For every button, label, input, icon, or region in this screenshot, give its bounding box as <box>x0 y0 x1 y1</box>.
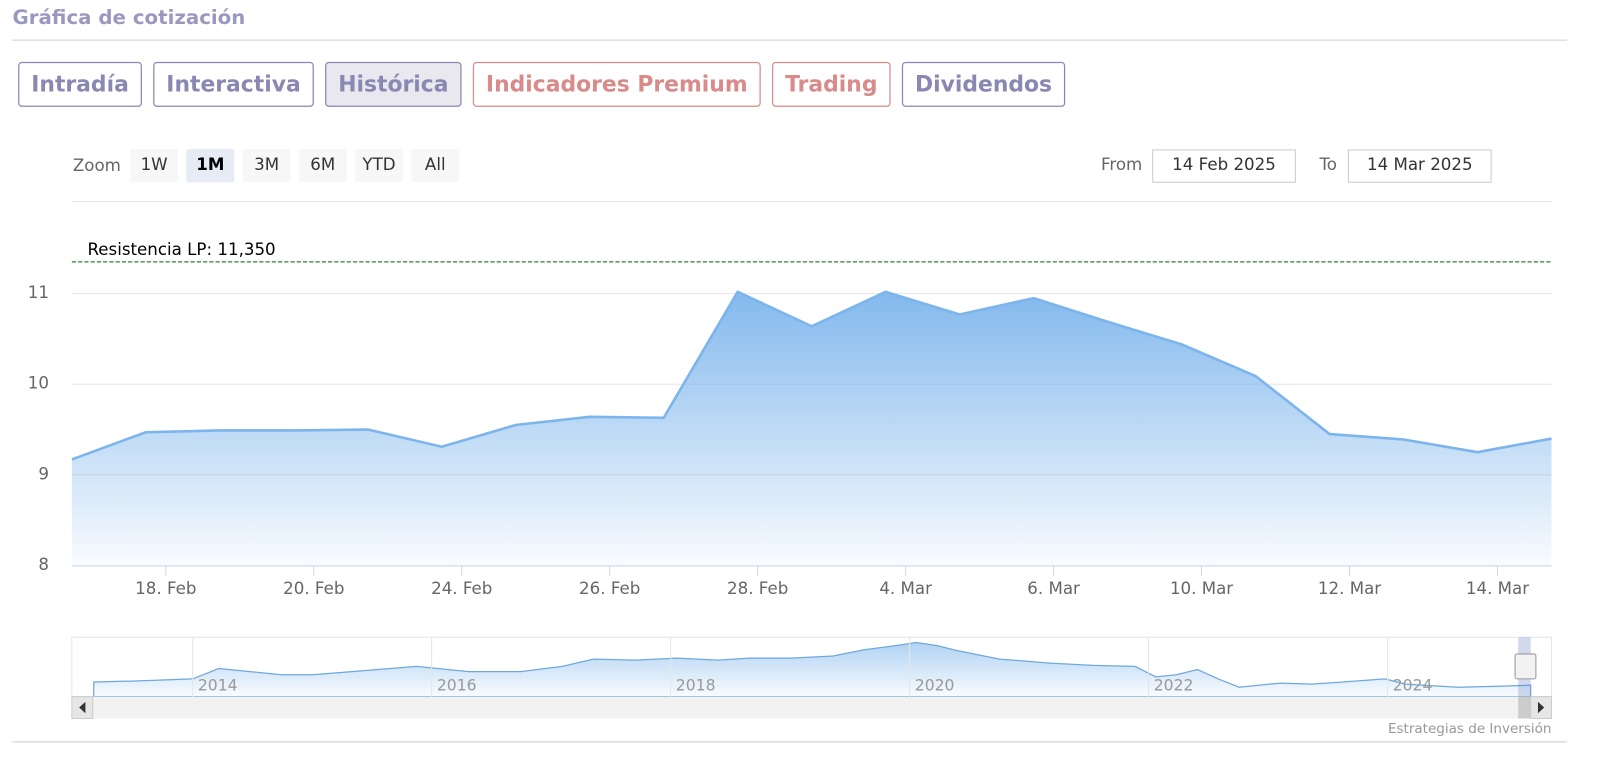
from-input[interactable] <box>1152 149 1296 183</box>
tab[interactable] <box>325 61 462 107</box>
zoom-button-label: All <box>425 155 446 174</box>
zoom-button-label: 6M <box>310 155 335 174</box>
scrollbar-thumb[interactable] <box>1518 696 1531 719</box>
zoom-button[interactable] <box>355 148 403 183</box>
tab[interactable] <box>771 61 891 107</box>
navigator-label: 2016 <box>437 677 477 695</box>
x-tick-label: 12. Mar <box>1318 579 1381 598</box>
navigator-series <box>93 641 1532 698</box>
tab-label: Trading <box>785 72 877 97</box>
navigator-handle[interactable] <box>1514 653 1537 680</box>
from-label: From <box>1101 155 1142 174</box>
arrow-left <box>79 701 86 714</box>
zoom-button[interactable] <box>186 148 235 183</box>
line <box>71 290 1552 461</box>
section-title: Gráfica de cotización <box>13 6 246 29</box>
navigator-label: 2020 <box>915 677 955 695</box>
tab[interactable] <box>901 61 1066 107</box>
x-tick-label: 10. Mar <box>1170 579 1233 598</box>
y-tick-label: 10 <box>28 374 49 393</box>
tab[interactable] <box>472 61 761 107</box>
zoom-button-label: 1M <box>196 155 224 174</box>
zoom-button[interactable] <box>298 148 347 183</box>
x-tick-label: 20. Feb <box>283 579 344 598</box>
y-tick-label: 11 <box>28 283 49 302</box>
to-value: 14 Mar 2025 <box>1367 155 1473 174</box>
navigator: 2014 2016 2018 2020 2022 2024 <box>71 636 1553 719</box>
tab-label: Interactiva <box>166 72 300 97</box>
zoom-button[interactable] <box>130 148 179 183</box>
navigator-label: 2014 <box>198 677 238 695</box>
annotation-label: Resistencia LP: 11,350 <box>87 240 275 259</box>
x-tick-label: 18. Feb <box>135 579 196 598</box>
tab-label: Histórica <box>338 72 448 97</box>
tab-label: Indicadores Premium <box>486 72 748 97</box>
tab-label: Intradía <box>31 72 129 97</box>
zoom-button-label: YTD <box>361 155 395 174</box>
arrow-right <box>1537 701 1545 714</box>
tab[interactable] <box>153 61 314 107</box>
x-tick-label: 6. Mar <box>1027 579 1080 598</box>
from-value: 14 Feb 2025 <box>1172 155 1276 174</box>
navigator-label: 2024 <box>1393 677 1433 695</box>
zoom-button[interactable] <box>242 148 291 183</box>
navigator-label: 2018 <box>676 677 716 695</box>
y-tick-label: 8 <box>38 555 49 574</box>
zoom-button-label: 3M <box>254 155 279 174</box>
x-tick-label: 24. Feb <box>431 579 492 598</box>
x-tick-label: 14. Mar <box>1466 579 1529 598</box>
y-tick-label: 9 <box>38 464 49 483</box>
tab[interactable] <box>18 61 142 107</box>
x-tick-label: 26. Feb <box>579 579 640 598</box>
zoom-button-label: 1W <box>141 155 168 174</box>
zoom-button[interactable] <box>411 148 460 183</box>
credit: Estrategias de Inversión <box>1388 721 1552 737</box>
area <box>71 291 1552 566</box>
to-label: To <box>1318 155 1337 174</box>
x-tick-label: 28. Feb <box>727 579 788 598</box>
scrollbar-track[interactable] <box>71 696 1552 719</box>
zoom-label: Zoom <box>73 156 121 175</box>
tab-label: Dividendos <box>915 72 1052 97</box>
x-tick-label: 4. Mar <box>879 579 932 598</box>
navigator-label: 2022 <box>1154 677 1194 695</box>
to-input[interactable] <box>1347 149 1492 183</box>
